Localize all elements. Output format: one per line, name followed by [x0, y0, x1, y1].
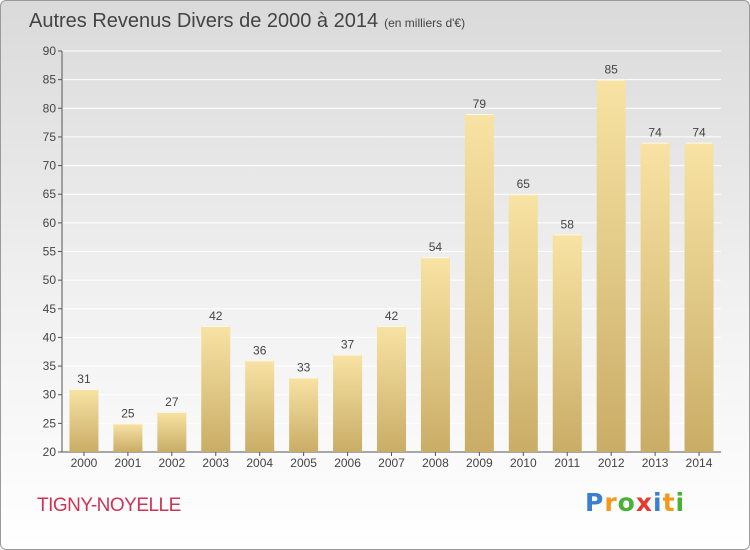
bar	[640, 142, 670, 452]
bar	[464, 114, 494, 452]
x-tick-label: 2001	[115, 456, 142, 470]
logo-letter: t	[662, 488, 676, 517]
x-tick-label: 2013	[642, 456, 669, 470]
data-label: 74	[692, 126, 706, 140]
y-tick-label: 25	[43, 416, 57, 430]
y-tick-label: 35	[43, 359, 57, 373]
logo-letter: P	[585, 488, 605, 517]
y-tick-label: 90	[43, 44, 57, 58]
y-tick-label: 70	[43, 159, 57, 173]
data-label: 58	[561, 217, 575, 231]
bar	[69, 388, 99, 452]
data-label: 36	[253, 343, 267, 357]
bar	[333, 354, 363, 452]
y-tick-label: 75	[43, 130, 57, 144]
y-tick-label: 60	[43, 216, 57, 230]
x-tick-label: 2014	[686, 456, 713, 470]
data-label: 42	[209, 309, 223, 323]
bar	[113, 423, 143, 452]
x-tick-label: 2012	[598, 456, 625, 470]
data-label: 33	[297, 361, 311, 375]
y-tick-label: 20	[43, 445, 57, 459]
data-label: 79	[473, 97, 487, 111]
x-tick-label: 2006	[334, 456, 361, 470]
logo-letter: r	[604, 488, 618, 517]
data-labels: 31 25 27 42 36 33 37 42 54 79 65 58 85 74 74	[77, 63, 706, 421]
bar	[201, 325, 231, 452]
proxiti-logo: Proxiti	[585, 488, 685, 517]
chart-subtitle: (en milliers d'€)	[384, 16, 466, 30]
data-label: 65	[517, 177, 531, 191]
y-tick-label: 65	[43, 187, 57, 201]
data-label: 74	[648, 126, 662, 140]
x-tick-label: 2009	[466, 456, 493, 470]
x-tick-label: 2004	[246, 456, 273, 470]
y-tick-label: 85	[43, 73, 57, 87]
x-tick-label: 2008	[422, 456, 449, 470]
logo-letter: x	[635, 488, 653, 517]
bar	[157, 411, 187, 452]
data-label: 37	[341, 338, 355, 352]
bar	[596, 79, 626, 453]
y-tick-label: 45	[43, 302, 57, 316]
chart-title-block: Autres Revenus Divers de 2000 à 2014 (en …	[29, 10, 465, 33]
bar	[508, 194, 538, 452]
y-tick-label: 55	[43, 245, 57, 259]
x-tick-label: 2007	[378, 456, 405, 470]
bar	[420, 257, 450, 452]
bar	[684, 142, 714, 452]
logo-letter: o	[617, 488, 636, 517]
x-tick-label: 2002	[158, 456, 185, 470]
data-label: 31	[77, 372, 91, 386]
bar	[289, 377, 319, 452]
y-tick-label: 50	[43, 273, 57, 287]
chart-title: Autres Revenus Divers de 2000 à 2014	[29, 10, 379, 32]
x-tick-label: 2010	[510, 456, 537, 470]
x-tick-label: 2003	[202, 456, 229, 470]
y-tick-label: 40	[43, 330, 57, 344]
bar	[552, 234, 582, 452]
logo-letter: i	[675, 488, 686, 517]
tick-labels: 20 25 30 35 40 45 50 55 60 65 70 75 80 85 90 2000 2001 20…	[43, 44, 713, 470]
x-tick-label: 2011	[554, 456, 580, 470]
y-tick-label: 80	[43, 101, 57, 115]
data-label: 54	[429, 240, 443, 254]
bar	[245, 360, 275, 452]
logo-letter: i	[653, 488, 663, 517]
commune-name: TIGNY-NOYELLE	[37, 495, 181, 516]
y-tick-label: 30	[43, 388, 57, 402]
data-label: 42	[385, 309, 399, 323]
bar	[377, 325, 406, 452]
data-label: 27	[165, 395, 179, 409]
bars	[69, 79, 714, 453]
x-tick-label: 2005	[290, 456, 317, 470]
x-tick-label: 2000	[71, 456, 98, 470]
data-label: 25	[121, 406, 135, 420]
data-label: 85	[604, 63, 618, 77]
